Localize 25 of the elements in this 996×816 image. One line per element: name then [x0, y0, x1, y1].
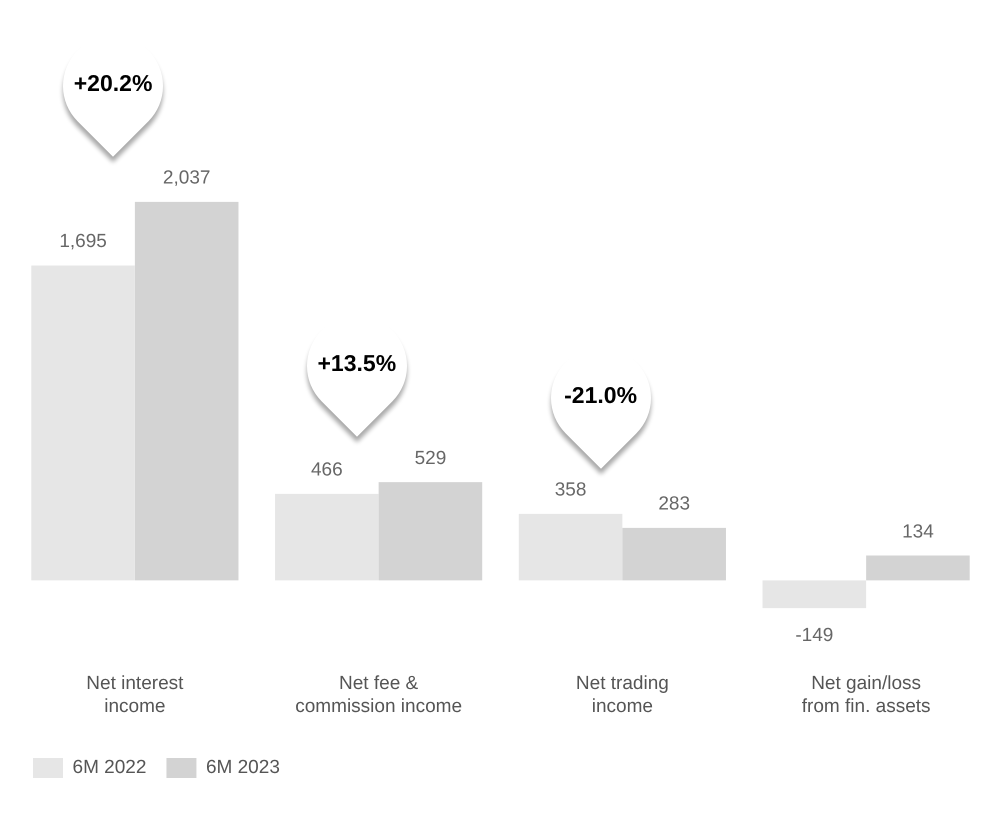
data-label: -149: [795, 624, 834, 646]
annotation: -21.0%: [563, 382, 638, 409]
bar: [275, 494, 379, 580]
data-label: 358: [554, 480, 586, 501]
bar: [762, 580, 866, 608]
legend-label: 6M 2022: [72, 757, 146, 778]
data-label: 466: [310, 460, 343, 481]
legend-label: 6M 2023: [206, 757, 280, 778]
data-label: 1,695: [59, 231, 107, 252]
data-label: 283: [658, 494, 690, 515]
x-tick-label: Net gain/loss from fin. assets: [802, 673, 931, 717]
x-tick-label: Net interest income: [86, 673, 184, 717]
bar: [134, 202, 238, 580]
data-label: 2,037: [162, 168, 210, 189]
x-tick-label: Net fee & commission income: [295, 673, 462, 717]
bar: [31, 265, 135, 580]
bar: [518, 514, 622, 580]
annotation: +13.5%: [316, 350, 398, 378]
bar: [866, 556, 970, 580]
text: +20.2%: [72, 70, 154, 97]
data-label: 529: [414, 448, 446, 469]
data-label: 134: [902, 521, 934, 542]
x-tick-label: Net trading income: [576, 673, 669, 717]
bar: [378, 482, 482, 580]
bar: [622, 528, 726, 580]
